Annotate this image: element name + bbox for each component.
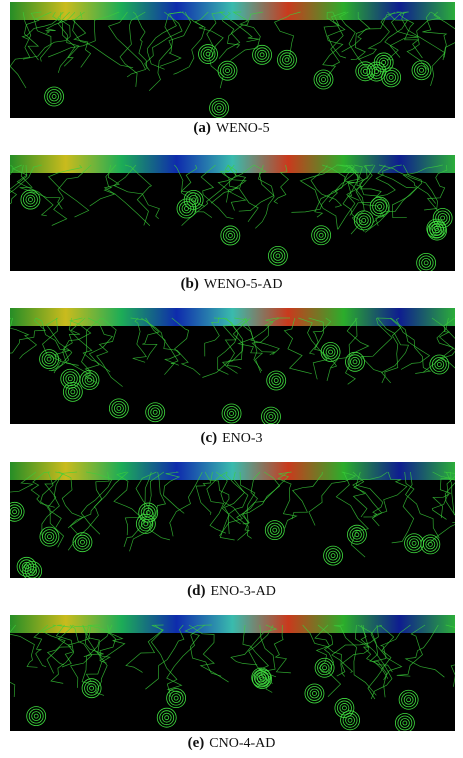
caption-text: WENO-5: [216, 121, 270, 136]
shear-layer: [10, 615, 455, 633]
caption: (e) CNO-4-AD: [0, 735, 463, 752]
shear-layer: [10, 2, 455, 20]
contour-plot: [10, 308, 455, 424]
caption: (d) ENO-3-AD: [0, 583, 463, 600]
caption-label: (e): [188, 735, 205, 751]
caption: (a) WENO-5: [0, 120, 463, 137]
caption-label: (a): [193, 120, 211, 136]
contour-plot: [10, 155, 455, 271]
caption-label: (d): [187, 583, 205, 599]
caption-text: ENO-3: [222, 431, 262, 446]
shear-layer: [10, 462, 455, 480]
contour-plot: [10, 615, 455, 731]
caption-label: (c): [200, 430, 217, 446]
figure: (a) WENO-5 (b) WENO-5-AD (c) ENO-3 (d) ENO-3-AD…: [0, 0, 463, 758]
caption-text: ENO-3-AD: [211, 584, 276, 599]
caption-label: (b): [181, 276, 199, 292]
caption-text: WENO-5-AD: [204, 277, 283, 292]
caption: (b) WENO-5-AD: [0, 276, 463, 293]
shear-layer: [10, 155, 455, 173]
caption: (c) ENO-3: [0, 430, 463, 447]
caption-text: CNO-4-AD: [209, 736, 275, 751]
contour-plot: [10, 462, 455, 578]
contour-plot: [10, 2, 455, 118]
